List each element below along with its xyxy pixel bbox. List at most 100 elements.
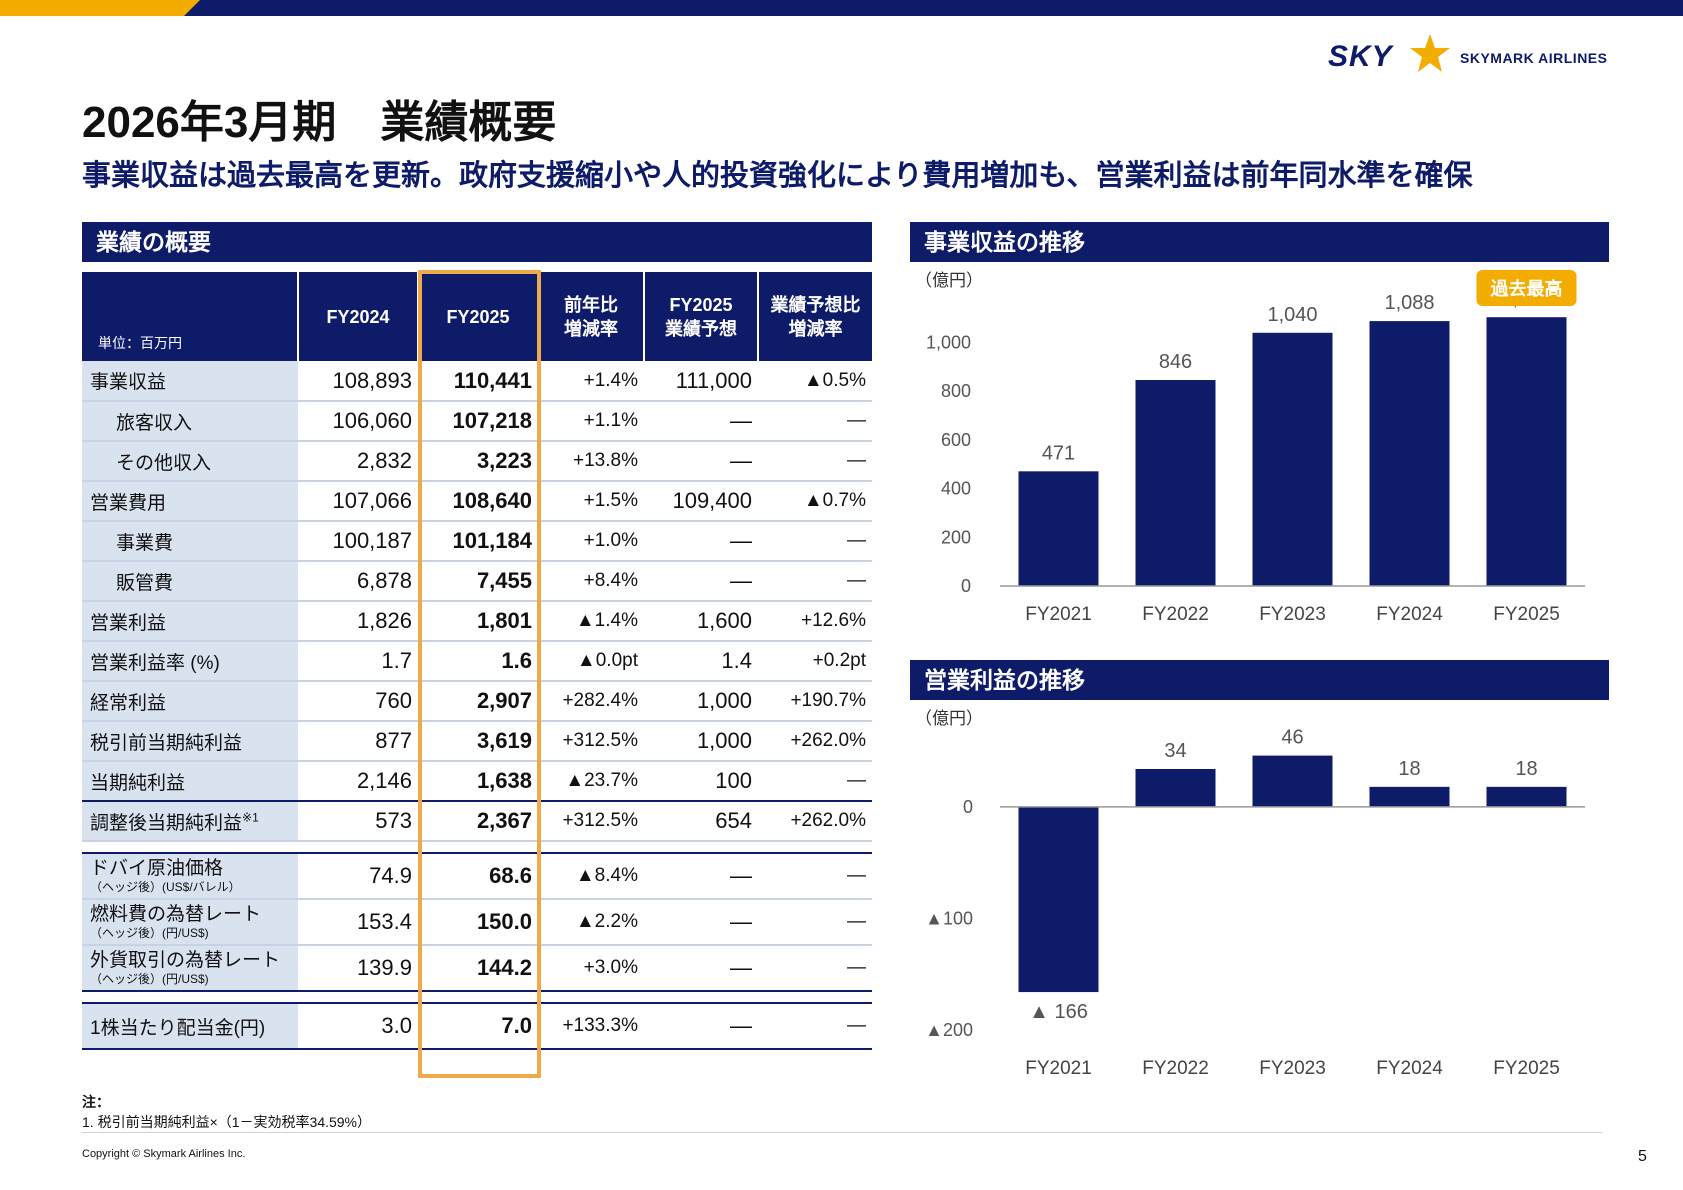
- row-label: 事業費: [82, 521, 298, 562]
- y-tick-label: 400: [941, 479, 971, 499]
- copyright: Copyright © Skymark Airlines Inc.: [82, 1148, 246, 1160]
- market-fy2024: 74.9: [298, 853, 418, 900]
- x-tick-label: FY2025: [1493, 604, 1560, 625]
- market-forecast: ―: [644, 899, 758, 946]
- row-fy2024: 100,187: [298, 521, 418, 562]
- operating-income-chart-title: 営業利益の推移: [910, 660, 1609, 700]
- row-forecast: ―: [644, 401, 758, 442]
- separator-cell: [418, 991, 538, 1004]
- y-tick-label: 1,000: [926, 333, 971, 353]
- row-yoy: +312.5%: [538, 721, 644, 762]
- table-row: 営業利益率 (%) 1.7 1.6 ▲0.0pt 1.4 +0.2pt: [82, 641, 872, 682]
- separator-cell: [538, 991, 644, 1004]
- row-label: その他収入: [82, 441, 298, 482]
- row-yoy: +8.4%: [538, 561, 644, 602]
- market-row-label: 外貨取引の為替レート （ヘッジ後）(円/US$): [82, 945, 298, 992]
- row-yoy: ▲0.0pt: [538, 641, 644, 682]
- row-forecast: ―: [644, 521, 758, 562]
- x-tick-label: FY2025: [1493, 1058, 1560, 1079]
- row-fy2025: 3,223: [418, 441, 538, 482]
- market-label-main: ドバイ原油価格: [90, 858, 224, 879]
- star-icon: [1410, 34, 1450, 72]
- row-label: 営業利益率 (%): [82, 641, 298, 682]
- row-label: 当期純利益: [82, 761, 298, 802]
- row-vs-forecast: ▲0.5%: [758, 361, 872, 402]
- y-tick-label: ▲100: [925, 908, 973, 928]
- market-fy2024: 153.4: [298, 899, 418, 946]
- unit-label: 単位：百万円: [82, 272, 298, 361]
- table-row: 営業費用 107,066 108,640 +1.5% 109,400 ▲0.7%: [82, 481, 872, 522]
- page-number: 5: [1638, 1148, 1647, 1165]
- market-label-main: 外貨取引の為替レート: [90, 950, 281, 971]
- market-fy2024: 139.9: [298, 945, 418, 992]
- market-label-main: 燃料費の為替レート: [90, 904, 262, 925]
- market-fy2025: 68.6: [418, 853, 538, 900]
- row-yoy: +13.8%: [538, 441, 644, 482]
- dividend-fy2024: 3.0: [298, 1003, 418, 1050]
- bar: [1369, 321, 1450, 586]
- row-vs-forecast: +262.0%: [758, 801, 872, 842]
- x-tick-label: FY2022: [1142, 604, 1209, 625]
- bar: [1135, 380, 1216, 586]
- data-label: 1,040: [1267, 304, 1317, 326]
- row-forecast: 1.4: [644, 641, 758, 682]
- y-tick-label: 0: [961, 576, 971, 596]
- market-vs-forecast: ―: [758, 945, 872, 992]
- y-tick-label: 200: [941, 527, 971, 547]
- row-yoy: ▲1.4%: [538, 601, 644, 642]
- logo-sky-wordmark: SKY: [1328, 40, 1393, 73]
- row-fy2025: 101,184: [418, 521, 538, 562]
- row-forecast: 100: [644, 761, 758, 802]
- separator-cell: [758, 991, 872, 1004]
- unit-label: （億円）: [915, 709, 983, 728]
- row-fy2025: 108,640: [418, 481, 538, 522]
- row-yoy: +1.1%: [538, 401, 644, 442]
- market-yoy: ▲2.2%: [538, 899, 644, 946]
- separator-cell: [418, 841, 538, 854]
- market-row: 外貨取引の為替レート （ヘッジ後）(円/US$) 139.9 144.2 +3.0% ― ―: [82, 945, 872, 992]
- row-vs-forecast: +0.2pt: [758, 641, 872, 682]
- market-fy2025: 150.0: [418, 899, 538, 946]
- row-vs-forecast: +262.0%: [758, 721, 872, 762]
- dividend-fy2025: 7.0: [418, 1003, 538, 1050]
- unit-label: （億円）: [915, 271, 983, 290]
- record-badge: [1476, 270, 1577, 306]
- row-fy2024: 2,832: [298, 441, 418, 482]
- x-tick-label: FY2021: [1025, 1058, 1092, 1079]
- revenue-chart-title: 事業収益の推移: [910, 222, 1609, 262]
- separator-cell: [644, 841, 758, 854]
- market-label-sub: （ヘッジ後）(円/US$): [90, 972, 209, 986]
- logo-airline-name: SKYMARK AIRLINES: [1460, 50, 1608, 66]
- header-forecast: FY2025 業績予想: [643, 272, 758, 361]
- row-fy2025: 110,441: [418, 361, 538, 402]
- row-yoy: +282.4%: [538, 681, 644, 722]
- performance-table: 単位：百万円 FY2024 FY2025 前年比 増減率 FY2025 業績予想 業…: [82, 272, 872, 1050]
- row-fy2024: 1,826: [298, 601, 418, 642]
- x-tick-label: FY2021: [1025, 604, 1092, 625]
- header-yoy: 前年比 増減率: [537, 272, 644, 361]
- row-fy2024: 6,878: [298, 561, 418, 602]
- row-label: 調整後当期純利益※1: [82, 801, 298, 842]
- table-row: 事業収益 108,893 110,441 +1.4% 111,000 ▲0.5%: [82, 361, 872, 402]
- row-forecast: 1,600: [644, 601, 758, 642]
- separator-cell: [538, 841, 644, 854]
- data-label: 471: [1042, 442, 1075, 464]
- table-section-title: 業績の概要: [82, 222, 872, 262]
- market-fy2025: 144.2: [418, 945, 538, 992]
- table-header-row: 単位：百万円 FY2024 FY2025 前年比 増減率 FY2025 業績予想 業…: [82, 272, 872, 361]
- header-fy2024: FY2024: [297, 272, 418, 361]
- row-vs-forecast: +190.7%: [758, 681, 872, 722]
- top-band-accent: [0, 0, 200, 16]
- notes-heading: 注：: [82, 1094, 110, 1110]
- header-vs-forecast: 業績予想比 増減率: [757, 272, 872, 361]
- bar: [1018, 806, 1099, 993]
- row-fy2025: 107,218: [418, 401, 538, 442]
- footer-divider: [82, 1132, 1602, 1133]
- market-yoy: +3.0%: [538, 945, 644, 992]
- row-fy2025: 2,367: [418, 801, 538, 842]
- row-yoy: ▲23.7%: [538, 761, 644, 802]
- header-fy2025: FY2025: [417, 272, 538, 361]
- dividend-label: 1株当たり配当金(円): [82, 1003, 298, 1050]
- market-row: 燃料費の為替レート （ヘッジ後）(円/US$) 153.4 150.0 ▲2.2% ― ―: [82, 899, 872, 946]
- row-label: 事業収益: [82, 361, 298, 402]
